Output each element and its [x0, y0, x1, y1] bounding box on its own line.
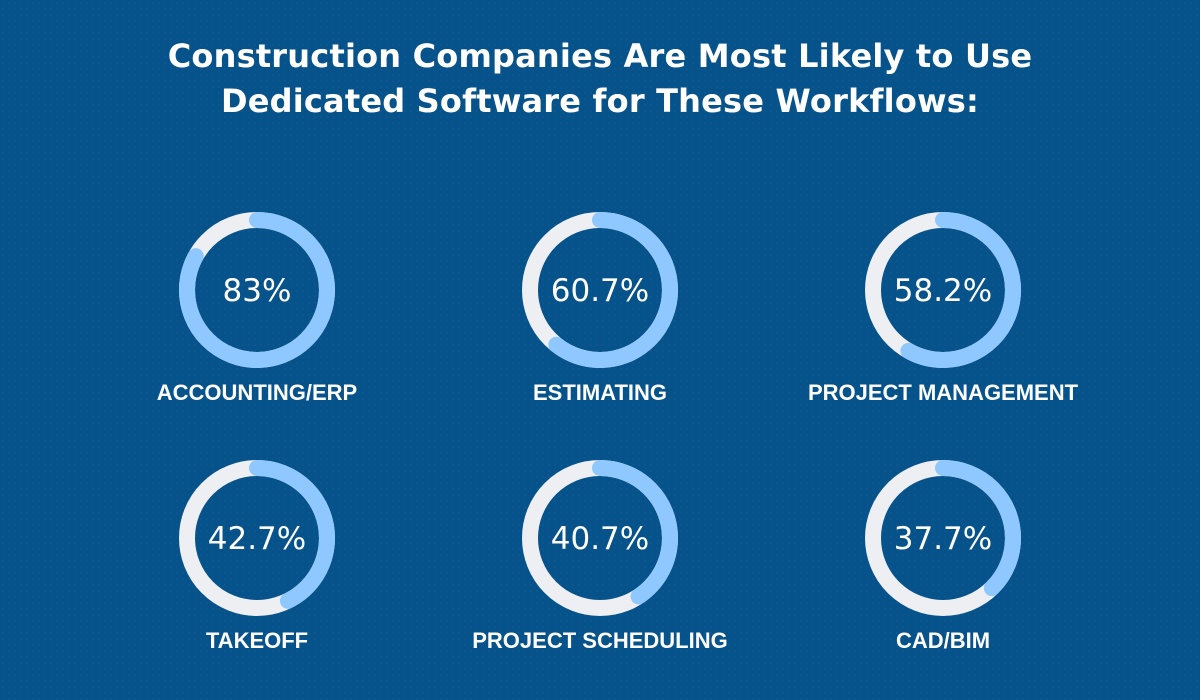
- donut-value-arc: [522, 460, 678, 616]
- donut-category-label: ESTIMATING: [533, 380, 667, 405]
- donut-2: 60.7% ESTIMATING: [522, 212, 678, 405]
- donut-value-arc: [179, 212, 335, 368]
- donut-value-label: 58.2%: [894, 273, 992, 309]
- donut-value-label: 37.7%: [894, 521, 992, 557]
- title-line-2: Dedicated Software for These Workflows:: [220, 82, 980, 120]
- donut-value-label: 42.7%: [208, 521, 306, 557]
- donut-value-arc: [179, 460, 335, 616]
- donut-5: 40.7% PROJECT SCHEDULING: [472, 460, 728, 653]
- donut-category-label: PROJECT SCHEDULING: [472, 628, 727, 653]
- donut-value-label: 83%: [223, 273, 292, 309]
- donut-category-label: ACCOUNTING/ERP: [157, 380, 357, 405]
- donut-category-label: PROJECT MANAGEMENT: [808, 380, 1079, 405]
- title-line-1: Construction Companies Are Most Likely t…: [167, 37, 1033, 75]
- donut-4: 42.7% TAKEOFF: [179, 460, 335, 653]
- donut-category-label: TAKEOFF: [206, 628, 308, 653]
- donut-value-arc: [865, 212, 1021, 368]
- donut-value-arc: [522, 212, 678, 368]
- donut-category-label: CAD/BIM: [896, 628, 990, 653]
- donut-value-label: 40.7%: [551, 521, 649, 557]
- donut-6: 37.7% CAD/BIM: [865, 460, 1021, 653]
- page-title: Construction Companies Are Most Likely t…: [0, 34, 1200, 124]
- donut-3: 58.2% PROJECT MANAGEMENT: [808, 212, 1079, 405]
- donut-1: 83% ACCOUNTING/ERP: [157, 212, 357, 405]
- donut-value-arc: [865, 460, 1021, 616]
- donut-value-label: 60.7%: [551, 273, 649, 309]
